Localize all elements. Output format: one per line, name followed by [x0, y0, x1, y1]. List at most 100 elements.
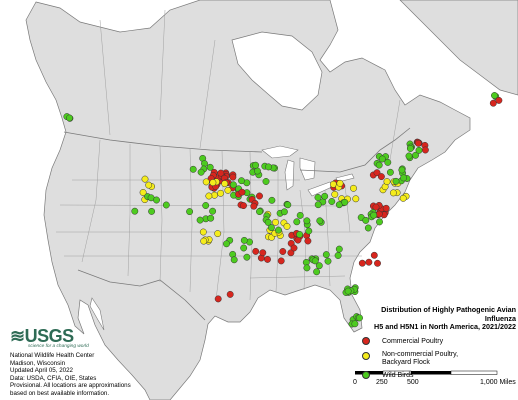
scale-label-500: 500	[407, 379, 419, 386]
commercial-poultry-marker	[226, 290, 234, 298]
backyard-flock-marker	[272, 218, 279, 226]
commercial-poultry-marker	[238, 188, 246, 196]
commercial-poultry-marker	[365, 258, 373, 266]
wild-bird-marker	[296, 211, 304, 219]
wild-bird-marker	[415, 146, 423, 154]
wild-bird-marker	[311, 257, 319, 265]
wild-bird-marker	[202, 202, 210, 209]
wild-bird-marker	[314, 201, 322, 209]
backyard-flock-marker	[399, 194, 407, 202]
wild-bird-marker	[230, 256, 238, 264]
credit-line-5: Provisional. All locations are approxima…	[10, 382, 131, 390]
wild-bird-marker	[316, 217, 324, 225]
wild-bird-marker	[335, 245, 343, 253]
commercial-poultry-marker	[256, 192, 263, 200]
wild-bird-marker	[243, 253, 251, 261]
usgs-logo: ≋USGS science for a changing world	[10, 326, 89, 349]
credit-block: National Wildlife Health Center Madison,…	[10, 352, 131, 398]
lake-michigan	[284, 159, 295, 191]
commercial-poultry-marker	[217, 169, 225, 177]
wild-bird-marker	[238, 177, 245, 185]
backyard-flock-marker	[205, 192, 213, 200]
wild-bird-marker	[376, 218, 383, 226]
commercial-poultry-marker	[214, 295, 222, 303]
backyard-flock-marker	[331, 190, 339, 198]
wild-bird-marker	[186, 208, 194, 216]
backyard-flock-marker	[209, 179, 217, 187]
wild-bird-marker	[223, 240, 230, 248]
wild-bird-marker	[364, 224, 372, 232]
wild-bird-marker	[229, 181, 237, 189]
wild-bird-marker	[153, 196, 160, 204]
legend-title-line2: H5 and H5N1 in North America, 2021/2022	[374, 322, 516, 331]
commercial-poultry-marker	[264, 255, 271, 263]
wild-bird-marker	[206, 163, 214, 171]
wild-bird-marker	[328, 198, 336, 205]
commercial-poultry-marker	[495, 96, 503, 104]
us-mexico-border	[77, 269, 206, 321]
wild-bird-marker	[240, 236, 248, 244]
wild-bird-marker	[400, 174, 408, 182]
legend-label-backyard-1: Non-commercial Poultry,	[382, 350, 459, 358]
credit-line-6: based on best available information.	[10, 389, 110, 397]
wild-bird-marker	[293, 218, 301, 226]
backyard-flock-marker	[224, 186, 232, 194]
wild-bird-marker	[148, 207, 156, 215]
backyard-flock-marker	[214, 230, 222, 238]
wild-bird-marker	[196, 216, 204, 224]
commercial-poultry-marker	[358, 259, 366, 267]
hudson-bay	[231, 31, 323, 111]
wild-bird-marker	[252, 161, 260, 169]
commercial-poultry-marker	[414, 139, 422, 147]
map-legend: Distribution of Highly Pathogenic Avian …	[354, 305, 518, 381]
lake-superior	[261, 145, 299, 159]
wild-bird-marker	[324, 257, 332, 265]
wild-bird-marker	[267, 224, 275, 232]
commercial-poultry-marker	[252, 247, 260, 255]
commercial-poultry-marker	[373, 169, 381, 177]
legend-label-wild-birds: Wild Birds	[382, 371, 414, 379]
wild-bird-marker	[314, 194, 322, 201]
backyard-flock-marker	[352, 195, 360, 203]
legend-title-line1: Distribution of Highly Pathogenic Avian …	[381, 305, 516, 323]
commercial-poultry-marker	[372, 203, 380, 211]
wild-bird-marker	[313, 268, 321, 276]
commercial-poultry-marker	[374, 259, 381, 267]
backyard-flock-marker	[221, 180, 229, 188]
lake-huron	[299, 157, 316, 181]
commercial-poultry-marker	[421, 146, 429, 154]
backyard-flock-marker	[383, 178, 391, 186]
wild-bird-marker	[256, 208, 263, 216]
backyard-flock-marker	[211, 191, 218, 199]
wild-bird-marker	[356, 314, 363, 322]
commercial-poultry-marker	[240, 202, 247, 210]
commercial-poultry-marker	[277, 257, 285, 265]
wild-bird-marker	[305, 227, 313, 235]
credit-line-3: Updated April 05, 2022	[10, 367, 73, 375]
wild-bird-marker	[315, 262, 323, 270]
wild-bird-marker	[303, 217, 311, 225]
commercial-poultry-marker	[250, 202, 258, 210]
wild-bird-marker	[321, 192, 329, 200]
backyard-flock-marker	[202, 178, 210, 186]
wild-bird-marker	[275, 226, 282, 234]
northeast-landmass	[399, 0, 518, 96]
wild-bird-marker	[296, 231, 304, 238]
wild-bird-marker	[262, 178, 270, 185]
scale-labels: 0 250 500 1,000 Miles	[350, 367, 518, 389]
credit-line-4: Data: USDA, CFIA, OIE, States	[10, 374, 97, 382]
wild-bird-marker	[240, 244, 248, 252]
wild-bird-marker	[406, 145, 414, 152]
commercial-poultry-marker	[377, 173, 385, 181]
backyard-flock-marker	[283, 222, 291, 230]
backyard-flock-marker	[329, 180, 337, 188]
wild-bird-marker	[362, 216, 370, 224]
backyard-flock-marker	[389, 189, 397, 197]
usgs-name: USGS	[24, 326, 75, 346]
legend-item-commercial: Commercial Poultry	[354, 336, 518, 347]
commercial-poultry-marker	[489, 99, 497, 107]
backyard-flock-marker	[139, 189, 147, 196]
gulf-of-california	[89, 297, 105, 331]
usgs-tagline: science for a changing world	[28, 344, 89, 349]
